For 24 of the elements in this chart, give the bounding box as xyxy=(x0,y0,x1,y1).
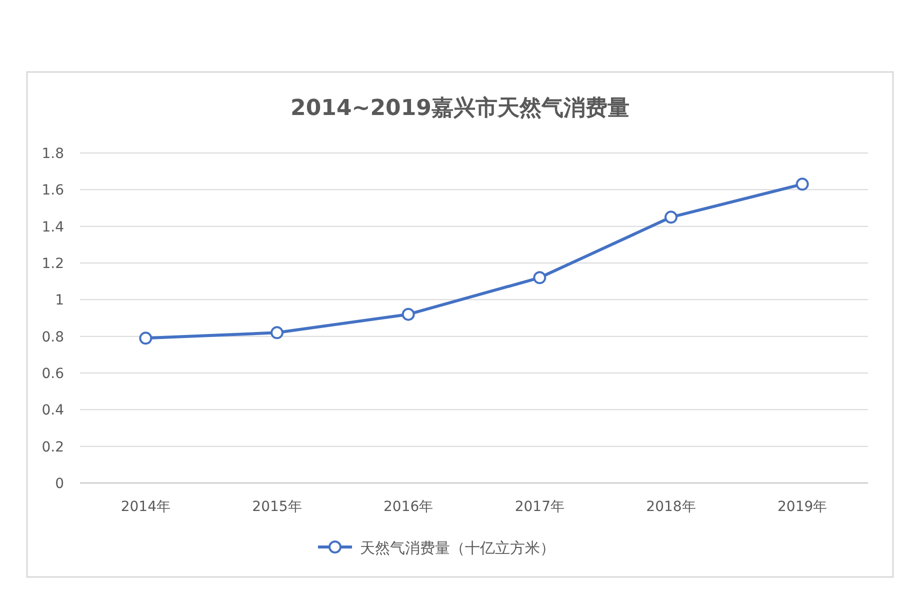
point xyxy=(533,271,546,284)
y-tick-label: 1.4 xyxy=(42,219,64,236)
y-tick-label: 0.8 xyxy=(42,329,64,346)
x-tick-label: 2016年 xyxy=(384,499,434,515)
legend-label: 天然气消费量（十亿立方米） xyxy=(360,539,555,557)
x-tick-label: 2014年 xyxy=(120,499,170,515)
x-tick-label: 2015年 xyxy=(252,499,302,515)
chart-title: 2014~2019嘉兴市天然气消费量 xyxy=(290,95,630,121)
y-tick-label: 1 xyxy=(55,292,64,309)
y-tick-label: 1.8 xyxy=(42,146,64,162)
y-tick-label: 0.2 xyxy=(42,439,64,456)
point xyxy=(796,178,809,191)
x-tick-label: 2017年 xyxy=(514,499,564,515)
y-tick-label: 0.6 xyxy=(42,366,64,382)
y-tick-label: 1.6 xyxy=(42,182,64,199)
point xyxy=(270,326,284,340)
point xyxy=(664,210,678,224)
y-tick-label: 0.4 xyxy=(42,402,64,419)
y-tick-label: 1.2 xyxy=(42,256,64,272)
point xyxy=(139,332,152,345)
x-tick-label: 2018年 xyxy=(646,499,696,515)
y-tick-label: 0 xyxy=(55,476,64,492)
x-tick-label: 2019年 xyxy=(778,499,828,515)
point xyxy=(402,308,415,321)
